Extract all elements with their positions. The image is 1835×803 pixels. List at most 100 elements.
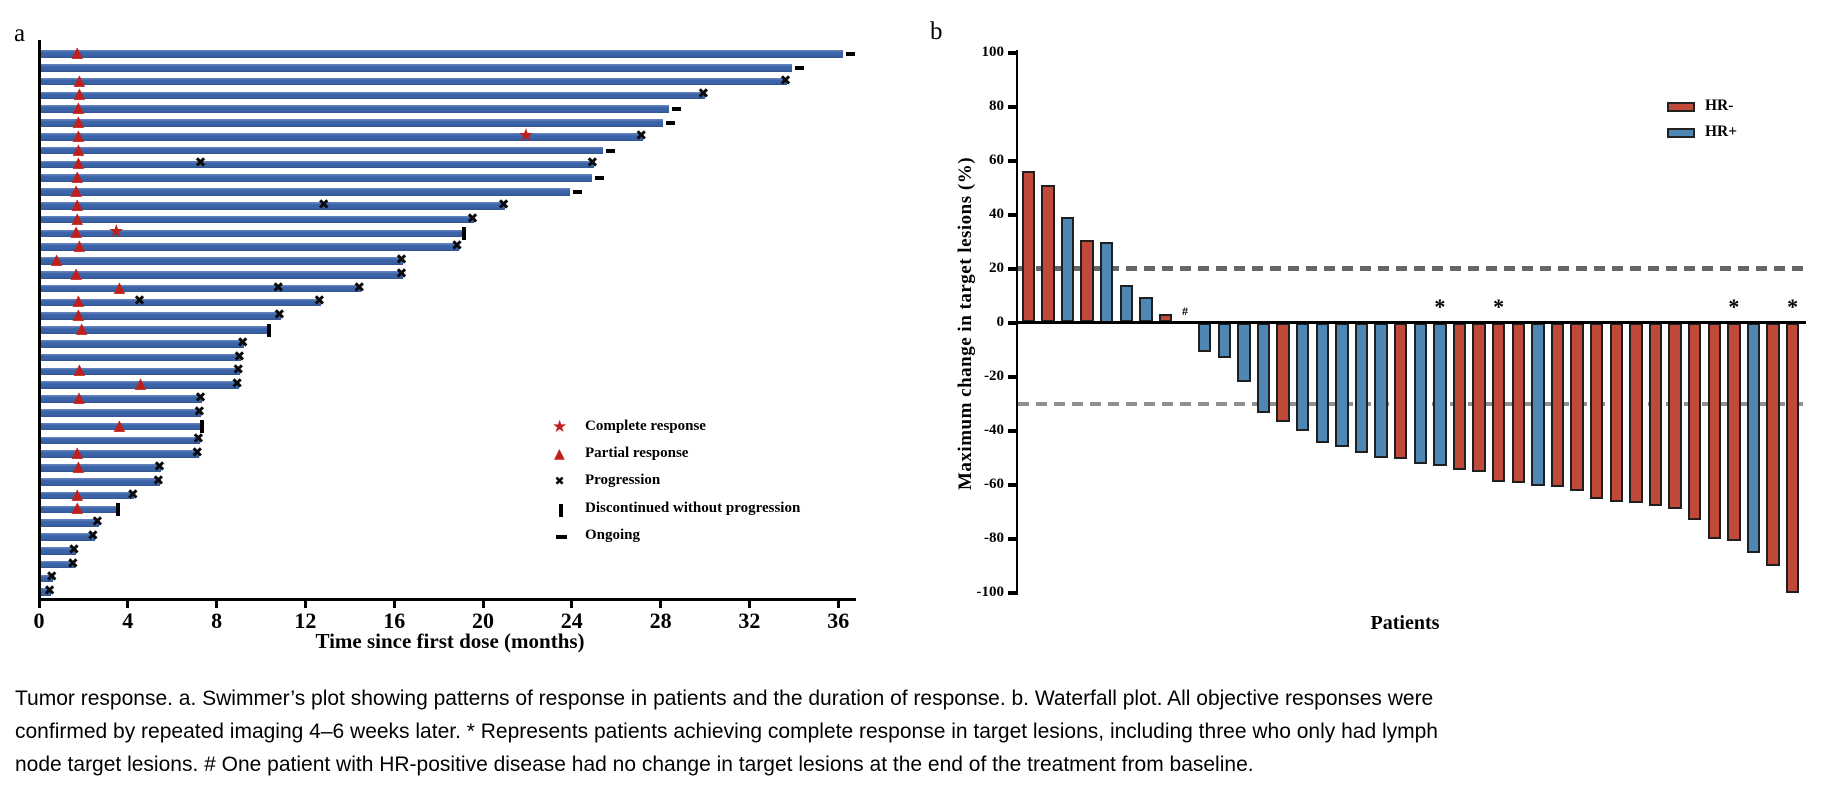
progression-x-icon: ✖ [497,196,510,213]
discontinued-bar-icon [266,323,271,337]
swimmer-x-tick-label: 32 [738,608,761,633]
partial-response-triangle-icon: ▲ [73,388,85,406]
progression-x-icon: ✖ [232,362,245,379]
waterfall-y-tick [1008,482,1016,487]
progression-x-icon: ✖ [317,196,330,213]
swimmer-bar [40,409,202,417]
partial-response-triangle-icon: ▲ [71,484,83,503]
swimmer-bar [40,422,202,431]
reference-line-minus30 [1018,401,1806,406]
swimmer-bar [40,50,843,58]
partial-response-triangle-icon: ▲ [50,250,63,268]
waterfall-bar [1393,322,1408,459]
swimmer-legend-label: Discontinued without progression [585,500,801,516]
legend-ongoing-dash-icon [555,535,567,539]
swimmer-bar [40,160,594,169]
progression-x-icon: ✖ [193,403,206,420]
waterfall-bar [1766,322,1780,566]
waterfall-bar [1452,322,1467,470]
swimmer-bar [40,574,54,583]
partial-response-triangle-icon: ▲ [70,181,82,199]
swimmer-bar [40,367,240,376]
swimmer-bar [40,64,792,72]
progression-x-icon: ✖ [273,307,286,324]
swimmer-x-tick [836,599,840,608]
swimmer-bar [40,119,663,127]
swimmer-x-tick [215,599,219,608]
progression-x-icon: ✖ [395,252,408,268]
ongoing-dash-icon [572,190,582,194]
panel-b-label: b [930,18,943,45]
swimmer-x-tick-label: 28 [649,608,672,633]
swimmer-x-tick-label: 8 [211,608,223,633]
swimmer-legend-label: Complete response [585,418,706,434]
swimmer-bar [40,491,135,500]
waterfall-bar [1080,240,1094,323]
swimmer-bar [40,478,160,486]
swimmer-legend-label: Ongoing [585,527,641,543]
discontinued-bar-icon [115,502,120,516]
waterfall-bar [1531,322,1545,486]
swimmer-x-tick [747,599,751,608]
progression-x-icon: ✖ [236,334,249,351]
partial-response-triangle-icon: ▲ [73,84,86,103]
waterfall-bar [1511,322,1525,484]
progression-x-icon: ✖ [586,155,599,172]
swimmer-bar [40,271,404,279]
swimmer-bar [40,312,281,320]
caption-line-1: Tumor response. a. Swimmer’s plot showin… [15,687,1434,710]
swimmer-bar [40,450,199,458]
waterfall-zero-line [1015,321,1806,324]
ongoing-dash-icon [672,107,682,112]
progression-x-icon: ✖ [635,127,648,144]
waterfall-y-tick-label: -100 [976,583,1005,600]
waterfall-bar [1570,322,1584,492]
partial-response-triangle-icon: ▲ [71,208,83,227]
swimmer-bar [40,340,245,348]
swimmer-legend-label: Progression [585,472,661,488]
progression-x-icon: ✖ [466,210,479,227]
progression-x-icon: ✖ [353,279,366,296]
complete-response-asterisk: * [1434,294,1446,319]
partial-response-triangle-icon: ▲ [72,457,85,475]
partial-response-triangle-icon: ▲ [71,443,83,462]
panel-a-label: a [14,20,26,47]
swimmer-bar [40,560,75,569]
progression-x-icon: ✖ [451,238,463,255]
partial-response-triangle-icon: ▲ [72,291,85,310]
discontinued-bar-icon [462,226,467,240]
waterfall-y-tick-label: 80 [989,97,1004,114]
partial-response-triangle-icon: ▲ [72,125,85,144]
caption-line-2: confirmed by repeated imaging 4–6 weeks … [15,720,1438,743]
complete-response-star-icon: ★ [517,124,535,146]
swimmer-legend-label: Partial response [585,445,689,461]
swimmer-x-tick [392,599,396,608]
progression-x-icon: ✖ [133,293,146,310]
legend-partial-response-triangle-icon: ▲ [554,446,565,462]
progression-x-icon: ✖ [395,265,408,282]
progression-x-icon: ✖ [697,86,710,103]
partial-response-triangle-icon: ▲ [72,139,85,158]
progression-x-icon: ✖ [68,541,80,558]
legend-complete-response-star-icon: ★ [552,417,568,437]
waterfall-bar [1099,241,1114,323]
waterfall-y-tick-label: -60 [984,475,1004,492]
waterfall-bar [1629,322,1643,504]
waterfall-y-tick [1008,374,1016,379]
waterfall-bar [1041,184,1055,323]
waterfall-bar [1589,322,1604,500]
waterfall-xaxis-title: Patients [1370,612,1440,634]
swimmer-x-tick-label: 0 [33,608,45,633]
partial-response-triangle-icon: ▲ [73,70,86,89]
progression-x-icon: ✖ [67,555,79,572]
waterfall-y-tick [1008,50,1016,55]
swimmer-xaxis-title: Time since first dose (months) [315,629,585,653]
reference-line-plus20 [1018,266,1806,271]
complete-response-star-icon: ★ [108,221,125,243]
waterfall-bar [1217,322,1231,358]
swimmer-x-tick-label: 12 [294,608,317,633]
progression-x-icon: ✖ [194,155,207,172]
swimmer-bar [40,146,603,155]
waterfall-bar [1707,322,1721,539]
waterfall-bar [1276,322,1290,423]
